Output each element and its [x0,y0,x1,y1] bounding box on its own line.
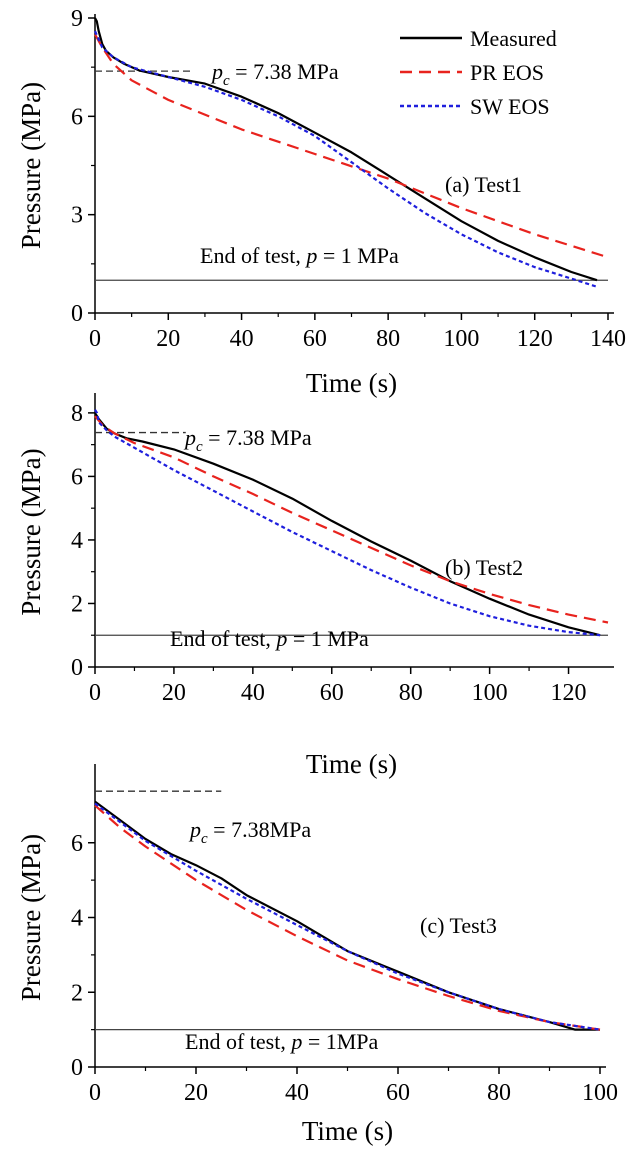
y-tick-label: 2 [71,980,83,1006]
y-tick-label: 0 [71,1055,83,1081]
x-axis-title: Time (s) [306,749,397,779]
x-tick-label: 20 [156,326,180,352]
legend: Measured PR EOS SW EOS [400,26,557,119]
y-tick-label: 2 [71,591,83,617]
panel-label: (b) Test2 [445,555,523,580]
x-tick-label: 100 [472,680,508,706]
series-line-measured [94,412,601,637]
x-tick-label: 100 [443,326,479,352]
series-line-sw-eos [94,802,601,1031]
end-of-test-label: End of test, p = 1MPa [185,1029,379,1054]
x-tick-label: 60 [386,1080,410,1106]
x-tick-label: 40 [285,1080,309,1106]
end-of-test-label: End of test, p = 1 MPa [170,626,369,651]
series-line-pr-eos [94,33,609,259]
x-tick-label: 60 [303,326,327,352]
critical-pressure-label: pc = 7.38 MPa [210,59,339,89]
x-tick-label: 80 [376,326,400,352]
panel-label: (a) Test1 [445,172,522,197]
x-tick-label: 20 [162,680,186,706]
y-tick-label: 6 [71,831,83,857]
x-tick-label: 80 [399,680,423,706]
y-tick-label: 4 [71,528,83,554]
x-tick-label: 0 [89,680,101,706]
critical-pressure-label: pc = 7.38 MPa [183,425,312,455]
y-tick-label: 6 [71,464,83,490]
series-line-measured [94,17,598,282]
end-of-test-label: End of test, p = 1 MPa [200,243,399,268]
y-axis-title: Pressure (MPa) [16,834,46,1001]
y-tick-label: 4 [71,906,83,932]
panel-label: (c) Test3 [420,913,497,938]
x-tick-label: 0 [89,326,101,352]
y-tick-label: 0 [71,301,83,327]
x-tick-label: 20 [184,1080,208,1106]
y-tick-label: 6 [71,104,83,130]
x-tick-label: 60 [320,680,344,706]
critical-pressure-label: pc = 7.38MPa [188,817,311,847]
x-tick-label: 120 [517,326,553,352]
legend-label: PR EOS [470,60,544,85]
chart-panel-1: 0 20 40 60 80 100 120 140 0 3 6 9 Time (s) Pressure (… [16,6,626,398]
legend-label: SW EOS [470,94,550,119]
x-tick-label: 40 [230,326,254,352]
y-axis-title: Pressure (MPa) [16,448,46,615]
series-line-pr-eos [94,804,601,1031]
series-line-sw-eos [94,409,601,637]
x-tick-label: 80 [487,1080,511,1106]
x-tick-label: 0 [89,1080,101,1106]
x-axis-title: Time (s) [306,368,397,398]
x-axis-title: Time (s) [302,1116,393,1146]
legend-label: Measured [470,26,557,51]
series-line-pr-eos [94,415,609,624]
y-tick-label: 9 [71,6,83,32]
y-tick-label: 8 [71,401,83,427]
x-tick-label: 120 [551,680,587,706]
y-tick-label: 3 [71,203,83,229]
chart-panel-3: 0 20 40 60 80 100 0 2 4 6 Time (s) Pressure (MPa) pc… [16,764,618,1146]
y-axis-title: Pressure (MPa) [16,82,46,249]
x-tick-label: 100 [582,1080,618,1106]
series-line-measured [94,800,600,1031]
chart-panel-2: 0 20 40 60 80 100 120 0 2 4 6 8 Time (s) Pressure (MP… [16,393,614,779]
x-tick-label: 40 [241,680,265,706]
y-tick-label: 0 [71,655,83,681]
x-tick-label: 140 [590,326,626,352]
